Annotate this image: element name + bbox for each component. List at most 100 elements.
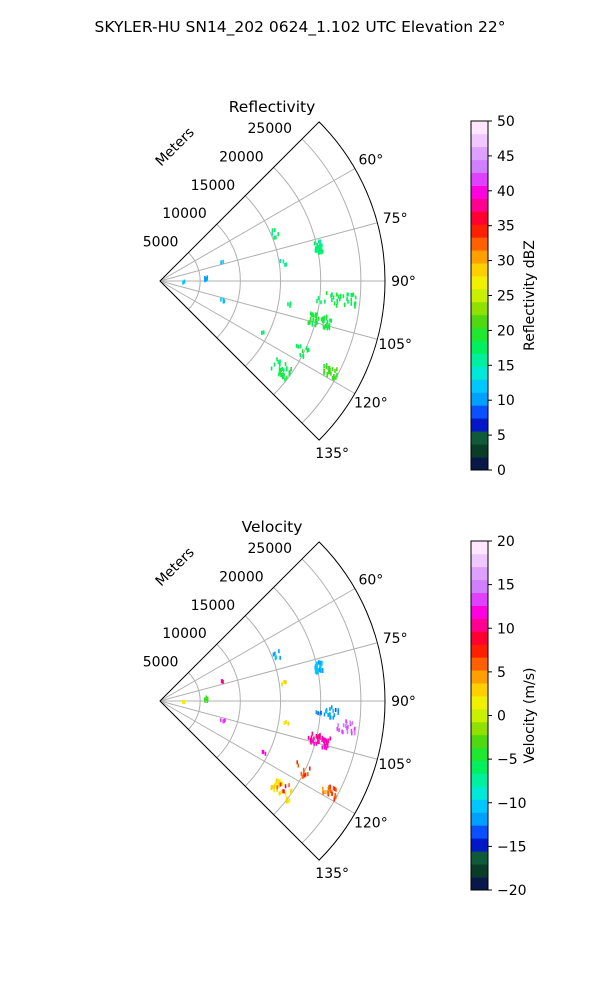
echo-gate [277,232,280,237]
echo-gate [317,711,319,716]
echo-gate [220,297,222,302]
echo-cluster [182,699,186,705]
range-axis-label: Meters [153,545,198,590]
echo-gate [285,262,288,267]
echo-gate [282,375,285,380]
echo-gate [321,318,324,323]
colorbar-tick-label: −20 [497,883,527,899]
echo-gate [309,311,312,316]
echo-gate [314,669,317,674]
echo-gate [311,322,314,327]
echo-gate [327,790,330,795]
colorbar-tick-label: 35 [497,219,515,235]
echo-gate [345,721,348,726]
echo-gate [332,708,335,713]
echo-gate [283,679,286,684]
echo-gate [325,365,328,370]
colorbar-segment [471,786,488,800]
echo-gate [330,705,333,710]
echo-gate [307,735,310,740]
echo-cluster [307,731,332,751]
echo-gate [336,300,339,305]
colorbar-segment [471,579,488,594]
echo-gate [205,697,208,702]
echo-gate [323,364,325,369]
echo-gate [322,324,325,329]
echo-gate [315,317,318,322]
echo-cluster [296,760,311,779]
angle-tick-label: 105° [378,337,412,353]
echo-gate [318,740,320,745]
colorbar-tick-label: 40 [497,184,515,200]
colorbar-segment [471,838,488,852]
echo-gate [290,366,292,371]
echo-gate [329,715,331,720]
colorbar-segment [471,314,488,329]
echo-gate [287,721,290,726]
colorbar-tick-label: 0 [497,463,506,479]
echo-gate [288,370,291,375]
echo-gate [337,708,340,713]
echo-gate [333,301,336,306]
echo-gate [354,304,356,309]
echo-gate [321,745,324,750]
echo-gate [350,297,353,302]
angle-gridline [159,700,356,814]
colorbar: −20 −15 −10 −5 0 5 10 15 20 Velocity (m/s) [470,534,538,899]
range-tick-label: 10000 [162,626,207,642]
angle-tick-label: 105° [378,757,412,773]
echo-gate [319,240,321,245]
colorbar-tick-label: 45 [497,149,515,165]
angle-tick-label: 60° [358,152,383,168]
echo-gate [327,370,330,375]
echo-gate [352,292,355,297]
echo-gate [321,249,324,254]
echo-gate [313,241,316,246]
colorbar-segment [471,683,488,697]
colorbar-segment [471,631,488,645]
colorbar-segment [471,392,488,406]
echo-gate [325,746,328,751]
echo-gate [316,664,318,669]
echo-gate [349,720,351,725]
echo-gate [285,720,287,725]
range-tick-label: 15000 [191,598,236,614]
echo-gate [309,766,311,771]
echo-gate [328,323,331,328]
echo-gate [335,303,338,308]
colorbar-tick-label: 0 [497,709,506,725]
colorbar-segment [471,133,488,148]
echo-gate [273,362,276,367]
colorbar-segment [471,250,488,264]
echo-gate [346,729,349,734]
range-tick-label: 20000 [219,149,264,165]
echo-gate [325,324,327,329]
colorbar-tick-label: 25 [497,289,515,305]
echo-gate [331,375,334,380]
sector-frame [159,121,386,441]
echo-gate [315,741,318,746]
echo-gate [183,279,186,284]
echo-gate [279,655,281,660]
echo-gate [297,344,300,349]
angle-gridline [159,280,378,340]
reflectivity-panel: Reflectivity 5000 10000 15000 20000 25000 60° 7… [143,98,538,479]
colorbar-segment [471,198,488,212]
colorbar-tick-label: 10 [497,393,515,409]
colorbar-segment [471,301,488,316]
echo-gate [302,354,305,359]
echo-gate [222,259,224,264]
colorbar-label: Velocity (m/s) [522,668,538,764]
angle-tick-label: 120° [354,816,388,832]
echo-gate [328,366,330,371]
range-axis-label: Meters [153,125,198,170]
echo-gate [341,729,343,734]
echo-gate [324,299,326,304]
echo-gate [276,785,278,790]
echo-gate [278,362,281,367]
echo-cluster [270,778,293,804]
echo-gate [329,784,331,789]
echo-gate [204,697,206,702]
colorbar-segment [471,618,488,632]
echo-gate [336,298,338,303]
